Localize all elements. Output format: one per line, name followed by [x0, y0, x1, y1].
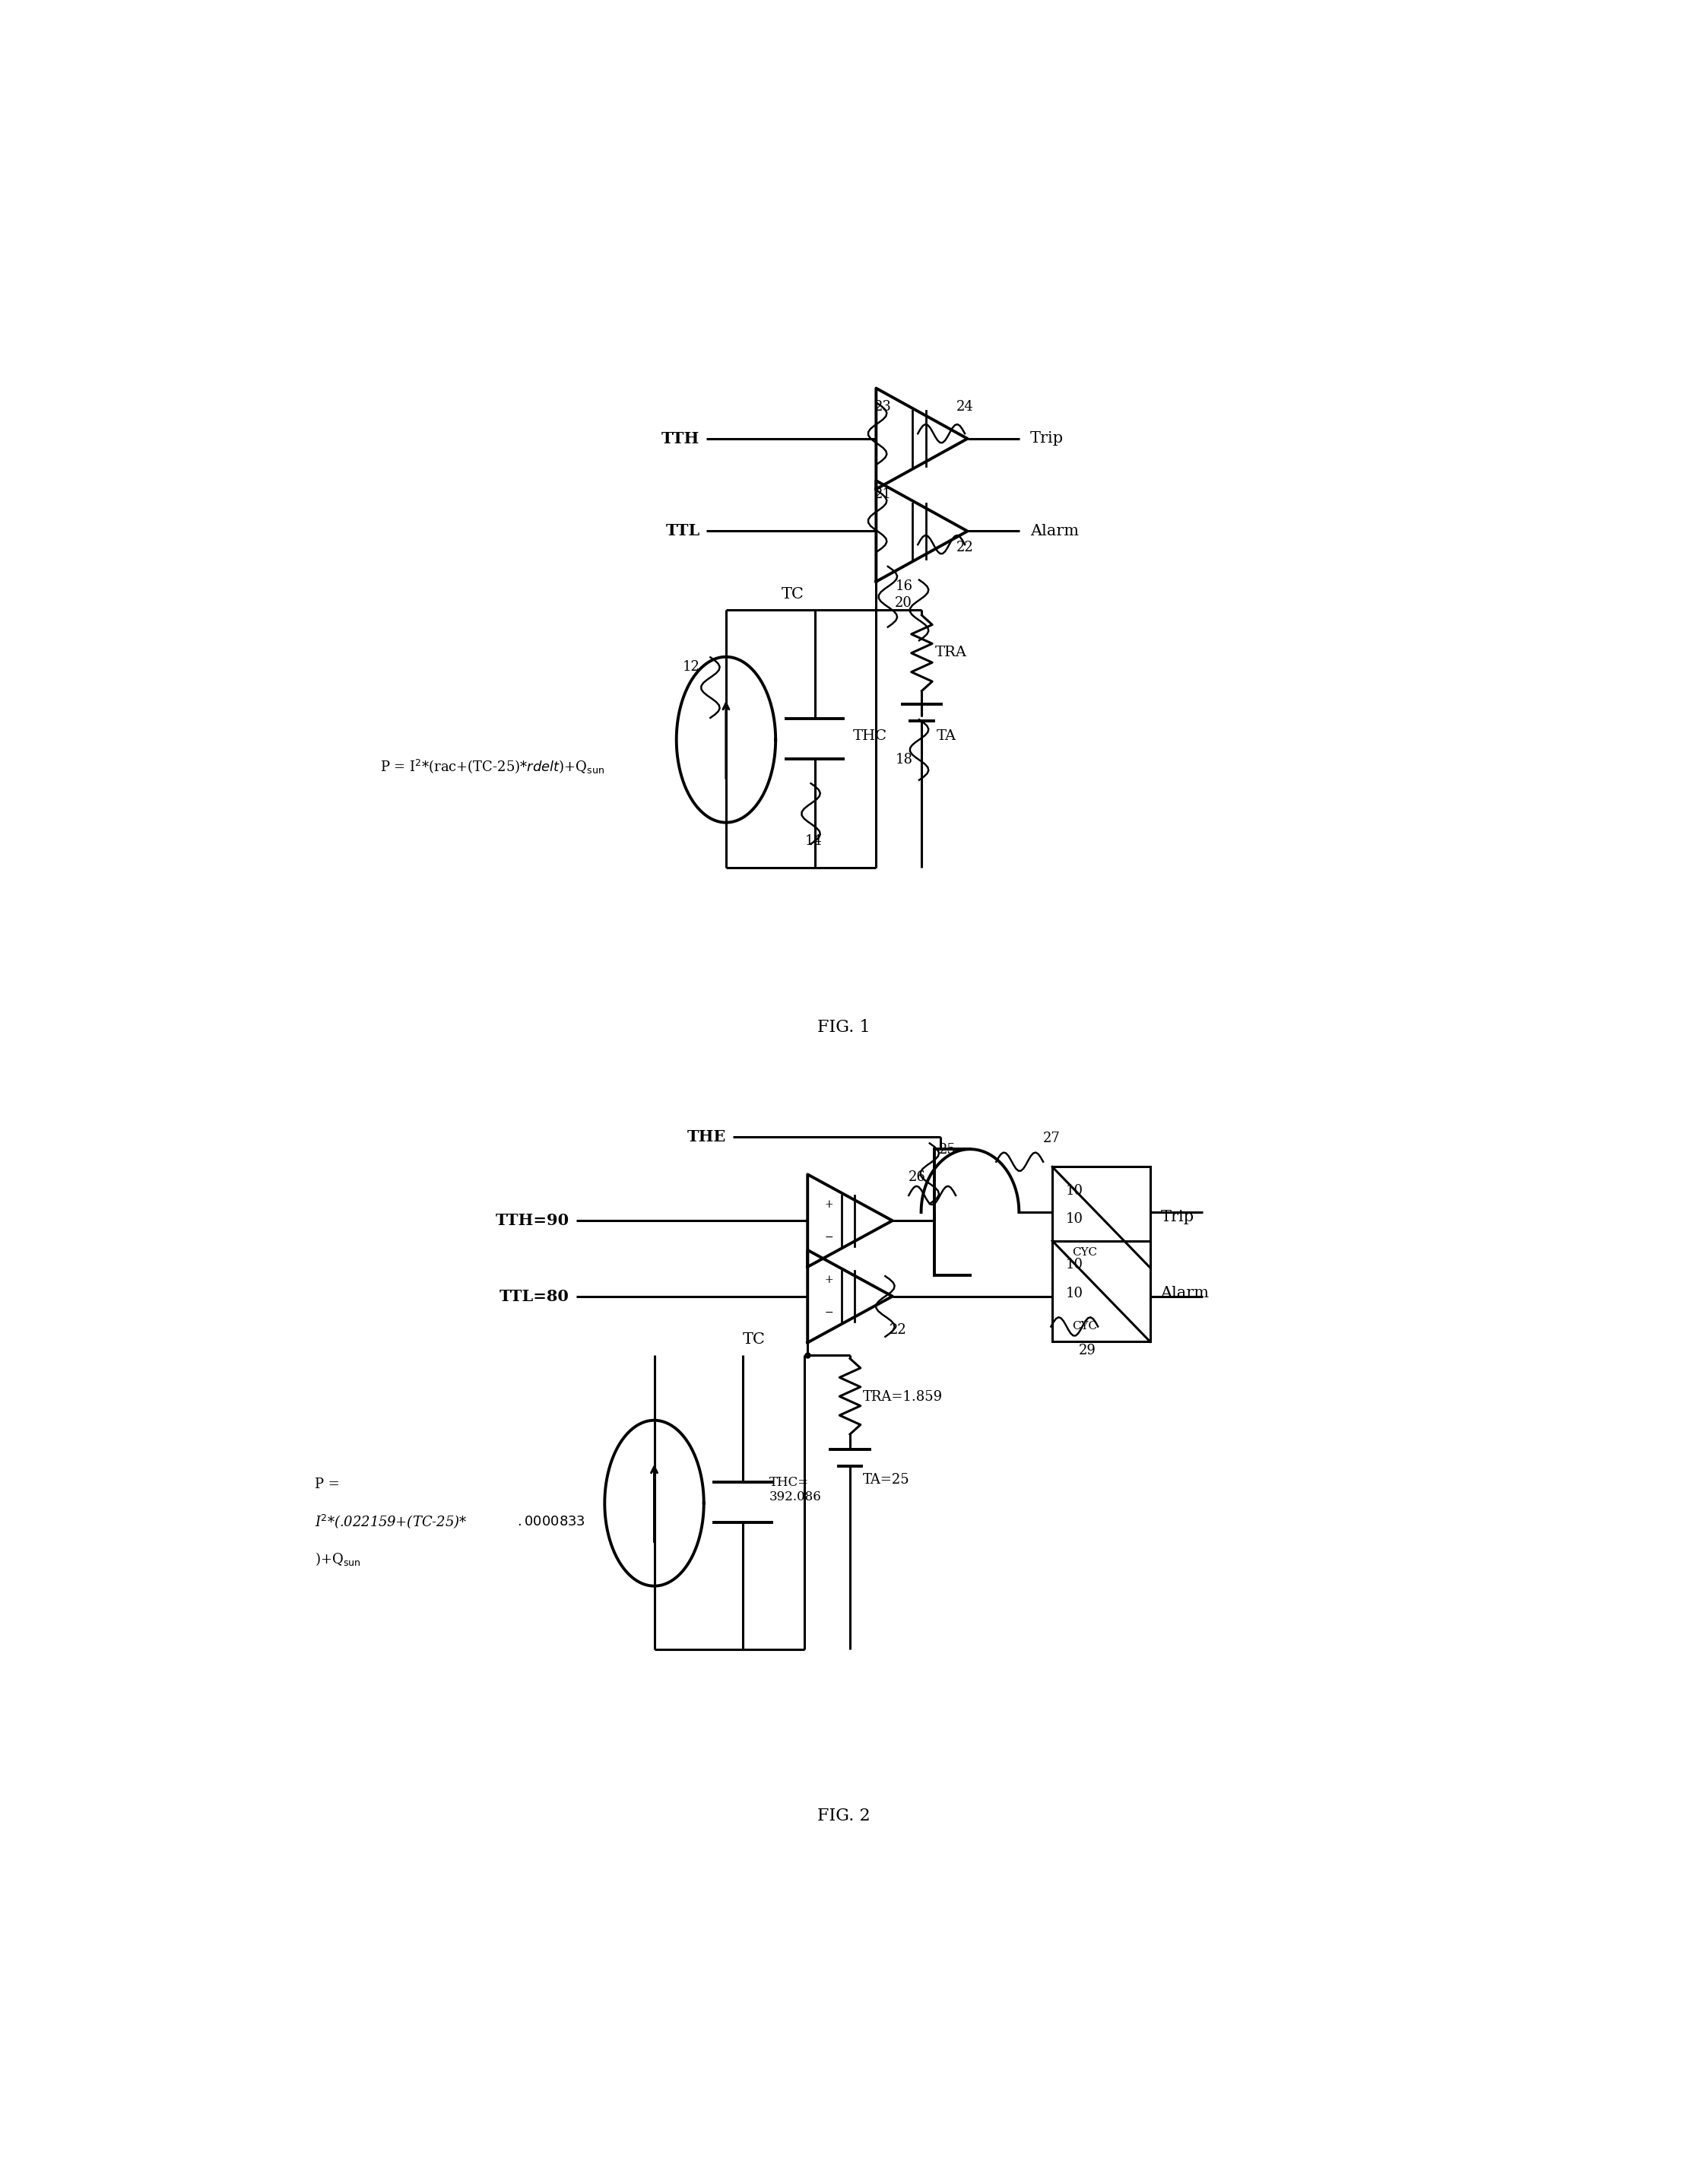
Text: 14: 14: [805, 834, 822, 847]
Text: THC=
392.086: THC= 392.086: [770, 1476, 822, 1503]
Text: TA=25: TA=25: [862, 1472, 909, 1487]
Text: 16: 16: [896, 579, 913, 594]
Text: 25: 25: [938, 1142, 957, 1158]
Text: TC: TC: [743, 1332, 765, 1348]
Text: THE: THE: [687, 1129, 726, 1144]
Text: TTH: TTH: [662, 430, 701, 446]
Text: 24: 24: [957, 400, 973, 413]
Text: +: +: [825, 1199, 834, 1210]
Text: Trip: Trip: [1160, 1210, 1194, 1225]
Text: TRA=1.859: TRA=1.859: [862, 1391, 943, 1404]
Text: +: +: [825, 1275, 834, 1286]
Text: −: −: [825, 1308, 834, 1317]
Text: P =: P =: [315, 1479, 340, 1492]
Text: TTH=90: TTH=90: [495, 1212, 569, 1227]
Text: Alarm: Alarm: [1031, 524, 1079, 539]
Text: 12: 12: [682, 660, 701, 675]
Text: Alarm: Alarm: [1160, 1286, 1209, 1299]
Text: 10: 10: [1066, 1286, 1083, 1299]
Text: $\mathit{.0000833}$: $\mathit{.0000833}$: [517, 1516, 586, 1529]
Bar: [1052, 1166, 1150, 1267]
Text: CYC: CYC: [1071, 1321, 1096, 1332]
Text: 10: 10: [1066, 1212, 1083, 1225]
Bar: [1052, 1241, 1150, 1341]
Text: 27: 27: [1042, 1131, 1061, 1144]
Text: I$^2$*(.022159+(TC-25)*: I$^2$*(.022159+(TC-25)*: [315, 1514, 468, 1531]
Text: TTL: TTL: [665, 524, 701, 539]
Text: TA: TA: [936, 729, 957, 743]
Text: −: −: [825, 1232, 834, 1243]
Text: 22: 22: [957, 542, 973, 555]
Text: 10: 10: [1066, 1184, 1083, 1197]
Text: TC: TC: [781, 587, 805, 603]
Text: THC: THC: [852, 729, 887, 743]
Text: 22: 22: [889, 1324, 906, 1337]
Text: )+Q$_{\mathrm{sun}}$: )+Q$_{\mathrm{sun}}$: [315, 1551, 360, 1568]
Text: P = I$^2$*(rac+(TC-25)*$\it{rdelt}$)+Q$_{\mathrm{sun}}$: P = I$^2$*(rac+(TC-25)*$\it{rdelt}$)+Q$_…: [381, 758, 605, 775]
Text: 23: 23: [874, 400, 891, 413]
Text: 20: 20: [894, 596, 911, 609]
Text: Trip: Trip: [1031, 432, 1064, 446]
Text: FIG. 1: FIG. 1: [817, 1020, 871, 1035]
Text: TTL=80: TTL=80: [500, 1289, 569, 1304]
Text: 18: 18: [896, 753, 913, 767]
Text: FIG. 2: FIG. 2: [817, 1808, 871, 1824]
Text: TRA: TRA: [935, 646, 967, 660]
Text: CYC: CYC: [1071, 1247, 1096, 1258]
Text: 26: 26: [908, 1171, 926, 1184]
Text: 29: 29: [1079, 1343, 1096, 1356]
Text: 21: 21: [874, 487, 891, 500]
Text: 10: 10: [1066, 1258, 1083, 1271]
